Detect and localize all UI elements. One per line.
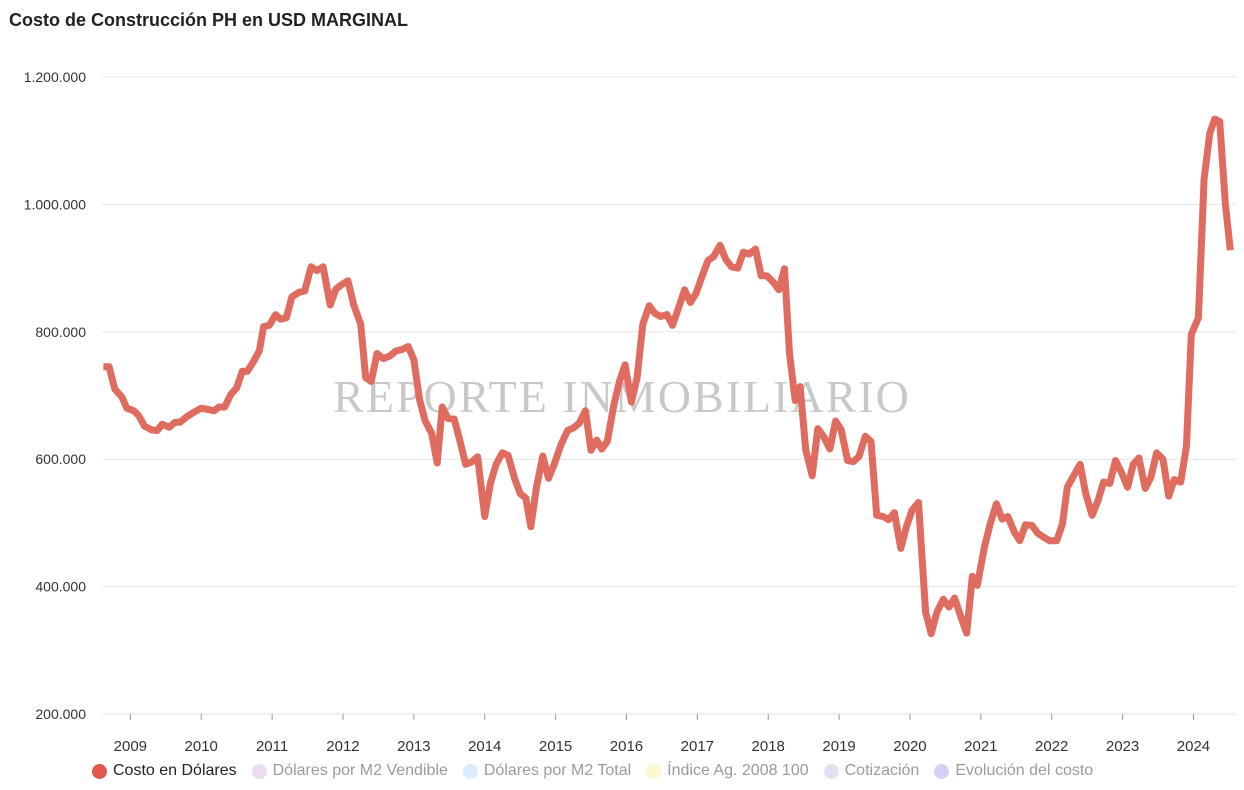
legend-item[interactable]: Índice Ag. 2008 100	[646, 762, 809, 780]
legend-marker-icon	[462, 763, 478, 779]
legend-marker-icon	[823, 763, 839, 779]
legend-marker-icon	[646, 763, 662, 779]
series-layer	[103, 115, 1234, 638]
legend-item[interactable]: Dólares por M2 Total	[462, 762, 632, 780]
y-tick-label: 200.000	[35, 706, 86, 722]
legend-marker-icon	[251, 763, 267, 779]
legend-label: Costo en Dólares	[113, 762, 237, 779]
legend: Costo en Dólares Dólares por M2 Vendible D…	[92, 762, 1108, 780]
legend-item[interactable]: Costo en Dólares	[92, 762, 237, 780]
legend-label: Índice Ag. 2008 100	[667, 762, 809, 779]
y-axis-ticks: 200.000 400.000 600.000 800.000 1.000.000 1.2…	[24, 69, 87, 722]
legend-item[interactable]: Cotización	[823, 762, 920, 780]
y-tick-label: 800.000	[35, 324, 86, 340]
x-tick-label: 2017	[681, 738, 714, 755]
x-tick-label: 2009	[114, 738, 147, 755]
x-tick-label: 2024	[1177, 738, 1210, 755]
x-tick-label: 2014	[468, 738, 501, 755]
legend-item[interactable]: Dólares por M2 Vendible	[251, 762, 448, 780]
grid-lines	[102, 76, 1236, 715]
chart-title: Costo de Construcción PH en USD MARGINAL	[9, 10, 409, 30]
legend-label: Evolución del costo	[955, 762, 1094, 779]
y-tick-label: 600.000	[35, 451, 86, 467]
series-line-costo-en-dolares[interactable]	[103, 115, 1234, 638]
y-tick-label: 400.000	[35, 579, 86, 595]
x-tick-label: 2010	[185, 738, 218, 755]
legend-item[interactable]: Evolución del costo	[934, 762, 1093, 780]
x-tick-label: 2012	[326, 738, 359, 755]
y-tick-label: 1.000.000	[24, 196, 86, 212]
x-tick-label: 2016	[610, 738, 643, 755]
x-tick-label: 2020	[893, 738, 926, 755]
x-tick-label: 2023	[1106, 738, 1139, 755]
x-axis-ticks: 2009 2010 2011 2012 2013 2014 2015 2016 2017 2018…	[114, 714, 1210, 755]
legend-label: Cotización	[844, 762, 920, 779]
x-tick-label: 2022	[1035, 738, 1068, 755]
x-tick-label: 2018	[752, 738, 785, 755]
y-tick-label: 1.200.000	[24, 69, 86, 85]
x-tick-label: 2021	[964, 738, 997, 755]
legend-marker-icon	[92, 763, 107, 779]
legend-label: Dólares por M2 Vendible	[272, 762, 448, 779]
x-tick-label: 2011	[256, 738, 288, 755]
x-tick-label: 2015	[539, 738, 572, 755]
legend-label: Dólares por M2 Total	[483, 762, 632, 779]
x-tick-label: 2019	[822, 738, 855, 755]
x-tick-label: 2013	[397, 738, 430, 755]
legend-marker-icon	[934, 763, 950, 779]
